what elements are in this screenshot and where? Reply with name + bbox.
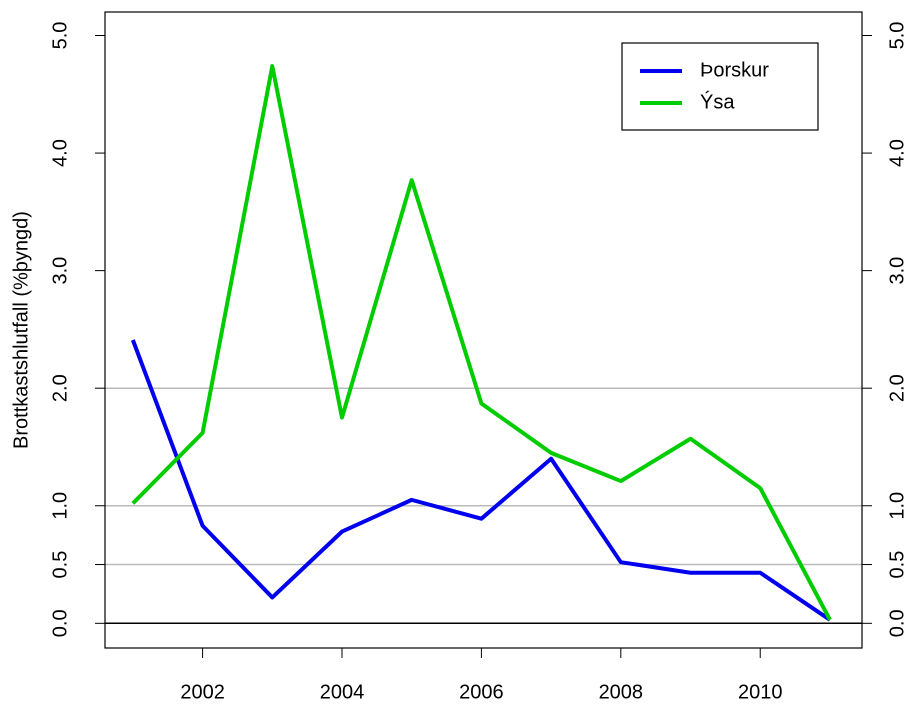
y-axis-label: Brottkastshlutfall (%þyngd) — [10, 211, 32, 449]
x-tick-label: 2004 — [320, 681, 365, 703]
y2-tick-label: 0.0 — [886, 609, 908, 637]
plot-frame — [104, 11, 863, 649]
legend-label: Þorskur — [700, 59, 769, 81]
y-tick-label: 2.0 — [49, 374, 71, 402]
y2-tick-label: 4.0 — [886, 139, 908, 167]
y-tick-label: 4.0 — [49, 139, 71, 167]
x-tick-label: 2008 — [599, 681, 644, 703]
y2-tick-label: 0.5 — [886, 551, 908, 579]
y-tick-label: 3.0 — [49, 257, 71, 285]
y-tick-label: 0.0 — [49, 609, 71, 637]
x-tick-label: 2002 — [180, 681, 225, 703]
legend-box — [621, 42, 819, 131]
series-line — [131, 339, 832, 622]
y2-tick-label: 1.0 — [886, 492, 908, 520]
series-line — [131, 64, 832, 621]
y-tick-label: 1.0 — [49, 492, 71, 520]
y2-tick-label: 5.0 — [886, 22, 908, 50]
x-tick-label: 2006 — [459, 681, 504, 703]
legend-label: Ýsa — [700, 90, 735, 113]
x-tick-label: 2010 — [738, 681, 783, 703]
y2-tick-label: 3.0 — [886, 257, 908, 285]
y-tick-label: 5.0 — [49, 22, 71, 50]
y2-tick-label: 2.0 — [886, 374, 908, 402]
y-tick-label: 0.5 — [49, 551, 71, 579]
